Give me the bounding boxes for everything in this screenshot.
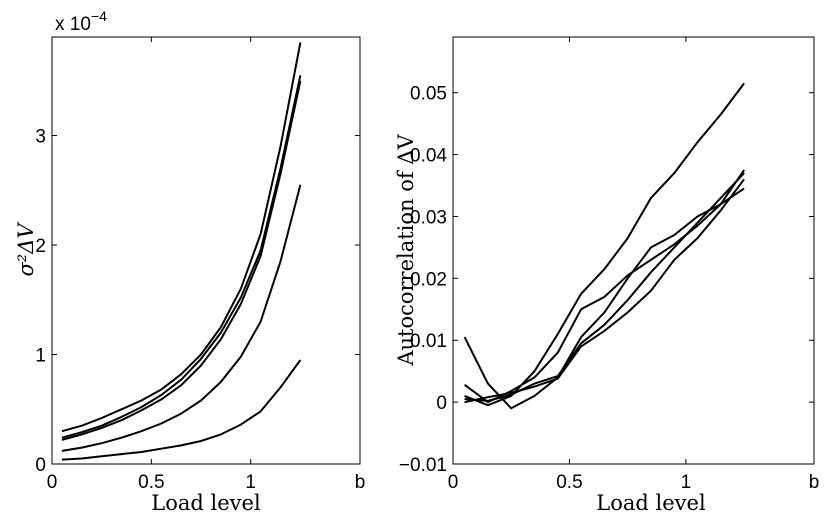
autocorrelation-x-ticks: 0 0.5 1 b	[448, 37, 820, 493]
autocorrelation-x-tick-label: 0.5	[556, 472, 582, 493]
autocorrelation-y-tick-label: 0.03	[410, 207, 447, 228]
variance-x-tick-label: b	[355, 472, 366, 493]
variance-x-tick-label: 0	[47, 472, 58, 493]
variance-y-tick-label: 3	[35, 127, 46, 148]
autocorrelation-series-5-line	[464, 178, 745, 404]
autocorrelation-y-tick-label: −0.01	[399, 455, 447, 476]
autocorrelation-series-4-line	[464, 172, 745, 402]
variance-x-axis-label: Load level	[151, 491, 261, 515]
autocorrelation-y-tick-label: 0.02	[410, 269, 447, 290]
variance-y-tick-label: 0	[35, 455, 46, 476]
autocorrelation-series-2-line	[464, 82, 745, 407]
autocorrelation-y-axis-label: Autocorrelation of ΔV	[394, 133, 418, 366]
variance-y-ticks: 0 1 2 3	[35, 127, 360, 476]
variance-series-2-line	[61, 75, 302, 439]
variance-x-tick-label: 0.5	[138, 472, 164, 493]
variance-y-axis-label: σ²ΔV	[14, 222, 38, 277]
variance-series-3-line	[61, 80, 302, 441]
autocorrelation-series-lines	[463, 82, 745, 410]
autocorrelation-y-tick-label: 0.05	[410, 84, 447, 105]
autocorrelation-plot-frame	[452, 36, 815, 465]
variance-series-4-line	[61, 184, 302, 452]
autocorrelation-x-tick-label: b	[809, 472, 820, 493]
autocorrelation-x-tick-label: 0	[448, 472, 459, 493]
autocorrelation-y-tick-label: 0.04	[410, 146, 447, 167]
autocorrelation-y-ticks: −0.01 0 0.01 0.02 0.03 0.04 0.05	[399, 84, 814, 476]
autocorrelation-x-tick-label: 1	[681, 472, 692, 493]
variance-plot-frame	[51, 36, 361, 465]
autocorrelation-y-tick-label: 0.01	[410, 331, 447, 352]
variance-series-lines	[61, 42, 302, 461]
autocorrelation-series-1-line	[463, 187, 745, 410]
autocorrelation-y-tick-label: 0	[436, 393, 447, 414]
variance-x-tick-label: 1	[245, 472, 256, 493]
variance-y-tick-label: 1	[35, 346, 46, 367]
variance-panel: 0 0.5 1 b 0 1 2 3 x 10−4 Load level σ²ΔV	[14, 8, 365, 515]
variance-exponent-label: x 10−4	[55, 8, 107, 35]
autocorrelation-x-axis-label: Load level	[596, 491, 706, 515]
autocorrelation-series-3-line	[464, 169, 745, 404]
variance-series-5-line	[61, 359, 302, 461]
variance-x-ticks: 0 0.5 1 b	[47, 37, 366, 493]
variance-series-1-line	[61, 42, 302, 433]
variance-y-tick-label: 2	[35, 236, 46, 257]
